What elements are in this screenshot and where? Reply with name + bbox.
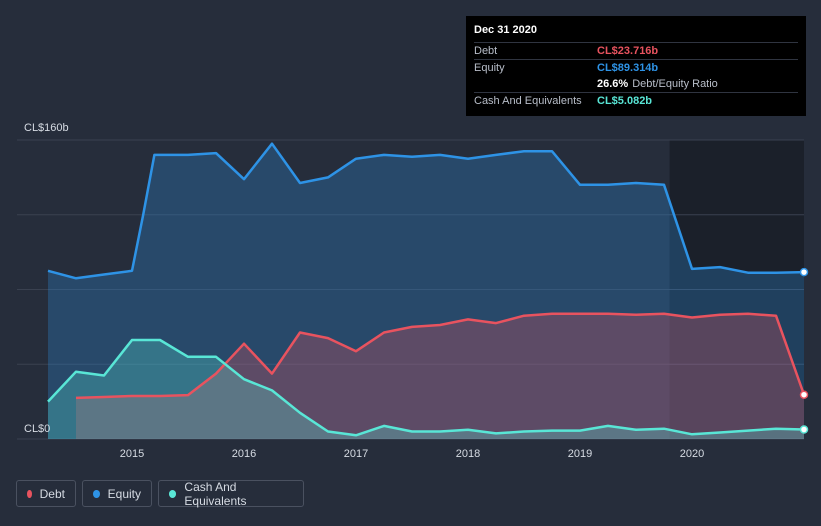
cash-and-equivalents-end-marker [799, 425, 809, 434]
tooltip-ratio-value: 26.6% [597, 78, 629, 90]
tooltip-cash-value: CL$5.082b [597, 95, 653, 107]
debt-area [76, 313, 804, 439]
tooltip-row-cash: Cash And Equivalents CL$5.082b [474, 92, 798, 109]
end-markers [799, 267, 809, 434]
cash-and-equivalents-area [48, 340, 804, 439]
grid-lines [17, 139, 804, 440]
tooltip-row-ratio: 26.6% Debt/Equity Ratio [474, 76, 798, 92]
debt-end-marker [799, 390, 809, 399]
equity-dot-icon [93, 489, 100, 498]
x-tick-2015: 2015 [120, 448, 144, 460]
equity-end-marker [799, 267, 809, 277]
legend-item-cash[interactable]: Cash And Equivalents [158, 479, 304, 508]
series-areas [48, 143, 804, 439]
x-tick-2016: 2016 [232, 448, 256, 460]
equity-area [48, 143, 804, 439]
y-tick-label-top: CL$160b [24, 122, 69, 134]
tooltip-debt-label: Debt [474, 45, 498, 57]
equity-line [47, 142, 805, 280]
x-tick-2019: 2019 [568, 448, 592, 460]
legend-cash-label: Cash And Equivalents [184, 479, 247, 508]
legend-item-debt[interactable]: Debt [16, 480, 76, 507]
tooltip-row-equity: Equity CL$89.314b [474, 59, 798, 76]
debt-dot-icon [27, 489, 32, 498]
tooltip-panel: Dec 31 2020 Debt CL$23.716b Equity CL$89… [466, 16, 806, 116]
series-lines [47, 142, 806, 437]
legend-debt-label: Debt [39, 486, 65, 501]
tooltip-equity-label: Equity [474, 62, 505, 74]
legend-item-equity[interactable]: Equity [82, 480, 152, 507]
tooltip-date: Dec 31 2020 [474, 24, 537, 36]
tooltip-debt-value: CL$23.716b [597, 45, 659, 57]
cash-and-equivalents-line [47, 338, 805, 437]
x-tick-2017: 2017 [344, 448, 368, 460]
legend-equity-label: Equity [107, 486, 141, 501]
x-tick-2018: 2018 [456, 448, 480, 460]
tooltip-row-debt: Debt CL$23.716b [474, 42, 798, 59]
tooltip-ratio-label: Debt/Equity Ratio [632, 78, 718, 90]
y-tick-label-bottom: CL$0 [24, 423, 50, 435]
debt-line [75, 312, 806, 400]
x-tick-2020: 2020 [680, 448, 704, 460]
x-tick-labels: 2015 2016 2017 2018 2019 2020 [120, 448, 704, 460]
tooltip-cash-label: Cash And Equivalents [474, 95, 582, 107]
cash-dot-icon [169, 489, 177, 498]
tooltip-equity-value: CL$89.314b [597, 62, 659, 74]
